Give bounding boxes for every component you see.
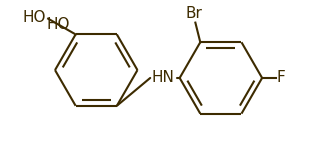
Text: F: F	[277, 70, 285, 86]
Text: HO: HO	[23, 10, 46, 25]
Text: Br: Br	[186, 6, 203, 21]
Text: HO: HO	[46, 17, 70, 32]
Text: HN: HN	[152, 70, 174, 86]
